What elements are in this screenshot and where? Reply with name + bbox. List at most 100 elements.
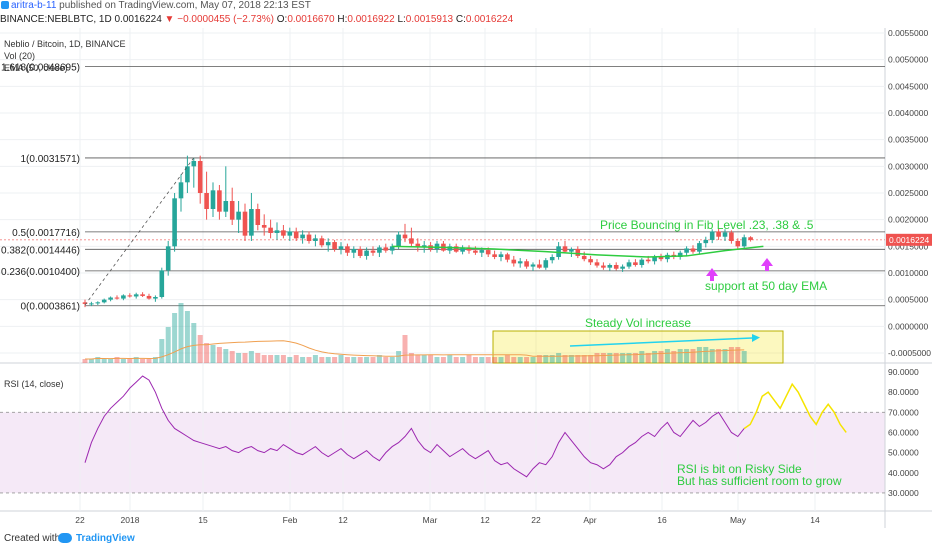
symbol-label[interactable]: BINANCE:NEBLBTC, 1D <box>0 14 112 25</box>
volume-bar <box>479 357 485 363</box>
fib-level-label: 0.5(0.0017716) <box>12 228 80 239</box>
close-label: C: <box>455 14 466 25</box>
volume-bar <box>735 347 741 363</box>
author-link[interactable]: aritra-b-11 <box>11 0 57 11</box>
drawings[interactable]: Price Bouncing in Fib Level .23, .38 & .… <box>84 157 847 488</box>
volume-bar <box>248 351 254 363</box>
candle-body <box>594 262 600 266</box>
time-axis[interactable]: 22 2018 15 Feb 12 Mar 12 22 Apr 16 May 14 <box>75 515 820 525</box>
volume-bar <box>376 355 382 363</box>
candle-body <box>274 230 280 233</box>
candle-body <box>383 247 389 251</box>
price-chart[interactable]: 1.618(0.0048695) 1(0.0031571) 0.5(0.001771… <box>0 28 932 528</box>
tradingview-brand[interactable]: TradingView <box>76 533 135 544</box>
fib-level-label: 0(0.0003861) <box>21 302 81 313</box>
volume-bar <box>575 355 581 363</box>
volume-bar <box>626 353 632 363</box>
price-tick-label: 0.0015000 <box>888 241 928 251</box>
volume-bar <box>709 349 715 363</box>
volume-bar <box>255 353 261 363</box>
volume-bar <box>536 355 542 363</box>
candle-body <box>530 264 536 267</box>
candle-body <box>581 255 587 260</box>
candle-body <box>556 246 561 257</box>
volume-bar <box>274 355 280 363</box>
volume-bar <box>549 355 555 363</box>
rsi-line <box>84 375 745 478</box>
candle-body <box>268 227 273 233</box>
volume-bar <box>178 303 184 363</box>
tradingview-cloud-icon <box>58 533 72 543</box>
last-price-tag-label: 0.0016224 <box>889 235 929 245</box>
candle-body <box>293 231 299 239</box>
volume-bar <box>645 353 651 363</box>
volume-bar <box>204 343 210 363</box>
time-tick-label: 2018 <box>121 515 140 525</box>
last-price-tag <box>886 233 932 246</box>
candle-body <box>607 265 613 268</box>
volume-bar <box>504 355 510 363</box>
volume-bar <box>261 355 267 363</box>
volume-bar <box>453 357 459 363</box>
price-axis[interactable]: 0.0055000 0.0050000 0.0045000 0.0040000 0.00… <box>886 28 932 498</box>
price-tick-label: -0.0005000 <box>888 348 931 358</box>
candle-body <box>236 211 241 220</box>
volume-bar <box>210 345 216 363</box>
volume-trend-arrow <box>569 337 753 347</box>
candle-body <box>306 234 312 241</box>
chart-background <box>0 28 932 528</box>
candle-body <box>229 201 235 220</box>
legend-vol: Vol (20) <box>4 51 35 61</box>
volume-bar <box>472 357 478 363</box>
candle-body <box>633 262 638 265</box>
volume-bar <box>306 357 312 363</box>
candle-body <box>172 198 177 247</box>
volume-bar <box>197 335 203 363</box>
candle-body <box>319 238 325 246</box>
fib-level-label: 0.236(0.0010400) <box>1 267 80 278</box>
volume-bar <box>421 355 427 363</box>
candle-body <box>466 247 472 251</box>
candle-body <box>332 242 337 249</box>
volume-bar <box>140 359 146 363</box>
volume-bars <box>82 303 747 363</box>
close-value: 0.0016224 <box>465 14 514 25</box>
trend-line <box>84 157 195 306</box>
candle-body <box>82 302 88 304</box>
volume-bar <box>344 357 350 363</box>
volume-bar <box>613 353 619 363</box>
candle-body <box>626 262 632 267</box>
rsi-line <box>84 375 745 478</box>
volume-bar <box>690 349 696 363</box>
arrow-head-icon <box>752 334 760 342</box>
fib-level-label: 1.618(0.0048695) <box>1 63 80 74</box>
volume-bar <box>677 349 683 363</box>
candle-body <box>313 238 318 241</box>
volume-bar <box>242 353 248 363</box>
volume-bar <box>428 355 434 363</box>
candle-body <box>127 295 133 297</box>
volume-bar <box>88 359 94 363</box>
price-tick-label: 0.0050000 <box>888 55 928 65</box>
up-arrow-icon <box>761 258 773 271</box>
candle-body <box>95 302 101 304</box>
rsi-annotation-2: But has sufficient room to grow <box>677 474 842 488</box>
candle-body <box>460 247 465 252</box>
time-tick-label: 12 <box>480 515 490 525</box>
volume-bar <box>658 351 664 363</box>
volume-highlight-box[interactable] <box>492 330 784 364</box>
volume-ma-line <box>85 340 745 360</box>
candle-body <box>569 249 574 252</box>
volume-bar <box>101 359 107 363</box>
volume-bar <box>543 355 549 363</box>
candle-body <box>517 261 523 264</box>
grid <box>0 28 932 528</box>
time-tick-label: 22 <box>531 515 541 525</box>
volume-bar <box>581 355 587 363</box>
rsi-tick-label: 60.0000 <box>888 427 919 437</box>
volume-bar <box>600 353 606 363</box>
volume-bar <box>114 357 120 363</box>
volume-bar <box>146 359 152 363</box>
volume-bar <box>440 357 446 363</box>
volume-bar <box>152 357 158 363</box>
